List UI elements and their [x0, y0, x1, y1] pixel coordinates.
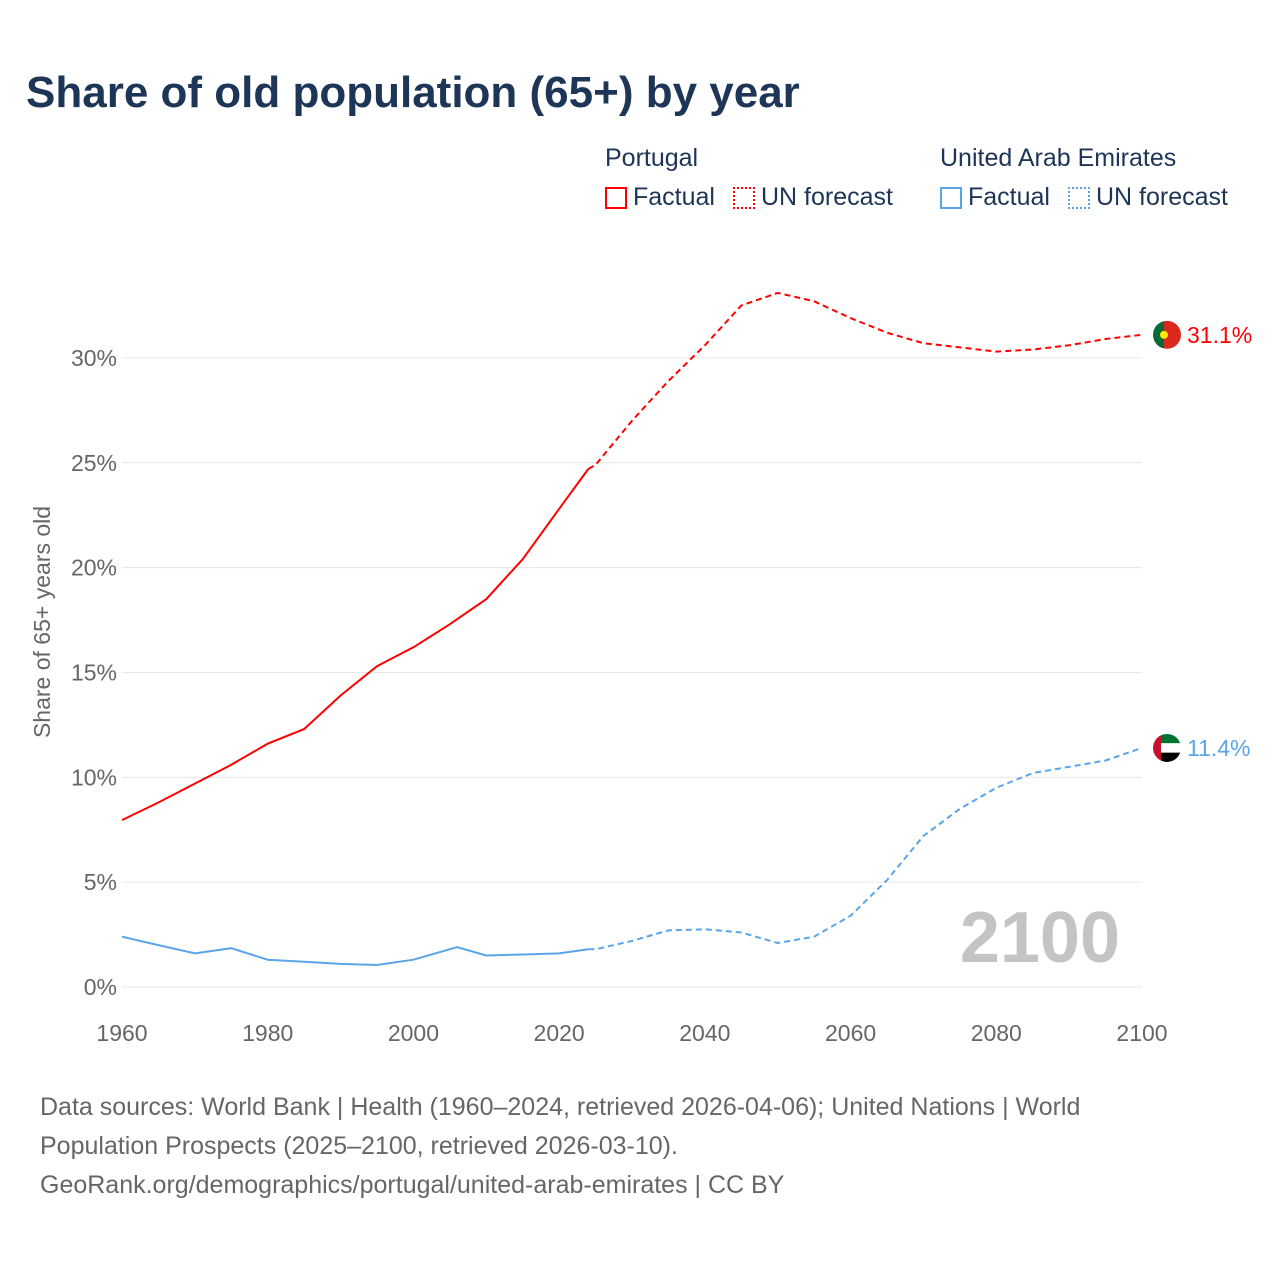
x-tick-label: 2000	[388, 1020, 439, 1046]
x-tick-label: 2080	[971, 1020, 1022, 1046]
legend-label: Factual	[968, 183, 1050, 211]
y-axis-label: Share of 65+ years old	[29, 506, 55, 738]
chart-title: Share of old population (65+) by year	[26, 68, 800, 117]
x-tick-label: 2040	[679, 1020, 730, 1046]
legend-label: UN forecast	[760, 183, 893, 211]
legend-label: UN forecast	[1095, 183, 1228, 211]
footer: Data sources: World Bank | Health (1960–…	[40, 1088, 1160, 1205]
dotted-swatch-icon	[732, 186, 755, 209]
y-tick-label: 15%	[71, 659, 117, 685]
x-tick-label: 1980	[242, 1020, 293, 1046]
legend-factual[interactable]: Factual	[940, 183, 1050, 212]
y-tick-label: 25%	[71, 450, 117, 476]
legend-forecast[interactable]: UN forecast	[732, 183, 893, 212]
y-tick-label: 20%	[71, 555, 117, 581]
solid-swatch-icon	[605, 186, 627, 209]
series-line-factual-portugal	[121, 468, 590, 822]
legend-forecast[interactable]: UN forecast	[1067, 183, 1228, 212]
x-tick-label: 2100	[1116, 1020, 1167, 1046]
current-year-label: 2100	[960, 898, 1120, 978]
end-value-label: 11.4%	[1187, 735, 1251, 761]
portugal-flag-icon	[1153, 320, 1181, 349]
series-line-factual-uae	[121, 935, 589, 967]
series-line-forecast-portugal	[587, 291, 1143, 470]
legend-factual[interactable]: Factual	[605, 183, 715, 212]
flag-red-band	[1164, 320, 1181, 349]
legend-portugal: Portugal Factual UN forecast	[605, 144, 893, 212]
flag-white-stripe	[1161, 743, 1181, 753]
y-tick-label: 0%	[84, 974, 117, 1000]
y-tick-label: 30%	[71, 345, 117, 371]
uae-flag-icon	[1153, 733, 1181, 762]
flag-black-stripe	[1161, 752, 1181, 762]
solid-swatch-icon	[940, 186, 962, 209]
flag-red-band	[1153, 733, 1161, 762]
series-line-forecast-uae	[588, 746, 1143, 951]
x-tick-label: 2020	[534, 1020, 585, 1046]
legend-label: Factual	[633, 183, 715, 211]
y-tick-label: 5%	[84, 869, 117, 895]
flag-emblem	[1160, 330, 1168, 339]
legend-country: United Arab Emirates	[940, 144, 1177, 172]
y-tick-label: 10%	[71, 764, 117, 790]
flag-green-stripe	[1161, 733, 1181, 744]
dotted-swatch-icon	[1067, 186, 1090, 209]
data-sources: Data sources: World Bank | Health (1960–…	[40, 1093, 1081, 1160]
x-tick-label: 1960	[96, 1020, 147, 1046]
end-value-label: 31.1%	[1187, 322, 1252, 348]
source-url: GeoRank.org/demographics/portugal/united…	[40, 1171, 785, 1199]
legend-uae: United Arab Emirates Factual UN forecast	[940, 144, 1228, 212]
legend-country: Portugal	[605, 144, 699, 172]
flag-green-band	[1153, 320, 1164, 349]
x-tick-label: 2060	[825, 1020, 876, 1046]
